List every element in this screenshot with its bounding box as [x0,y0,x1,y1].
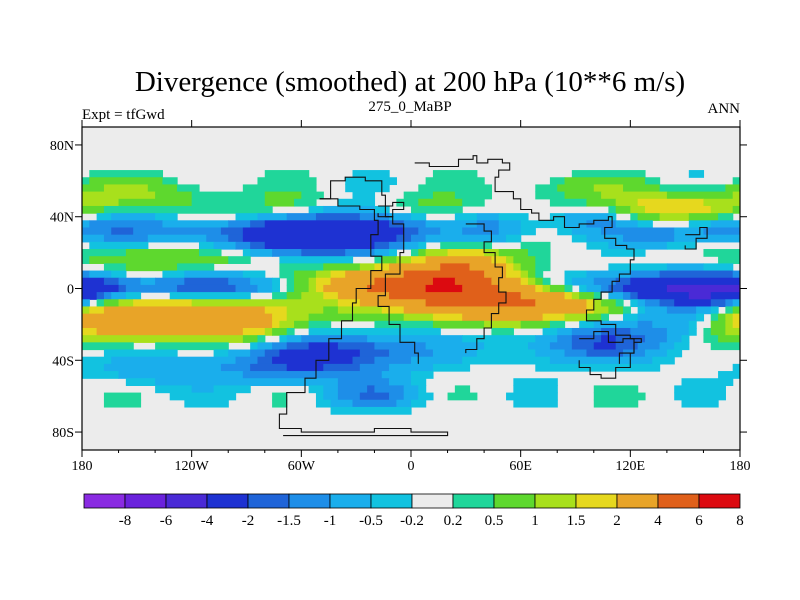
colorbar-label: 4 [654,513,662,529]
colorbar-label: -8 [119,513,132,529]
colorbar-swatch [698,493,741,509]
colorbar-label: 1 [531,513,539,529]
colorbar-swatch [411,493,454,509]
y-tick-label: 40S [52,354,74,369]
colorbar-swatch [247,493,290,509]
y-tick-label: 40N [50,211,74,226]
colorbar-label: 1.5 [567,513,586,529]
x-tick-label: 180 [72,459,93,474]
colorbar-label: 0.2 [444,513,463,529]
experiment-label: Expt = tfGwd [82,107,165,123]
y-tick-label: 0 [67,283,74,298]
colorbar-swatch [83,493,126,509]
x-tick-label: 180 [730,459,751,474]
y-tick-label: 80S [52,426,74,441]
colorbar-label: 8 [736,513,744,529]
colorbar-swatch [165,493,208,509]
colorbar-label: -6 [160,513,173,529]
x-tick-label: 0 [408,459,415,474]
colorbar-swatch [575,493,618,509]
y-tick-label: 80N [50,139,74,154]
colorbar-swatch [288,493,331,509]
period-label: 275_0_MaBP [368,99,451,115]
colorbar-swatch [370,493,413,509]
colorbar-swatch [534,493,577,509]
colorbar-swatch [452,493,495,509]
x-tick-label: 120E [616,459,646,474]
colorbar-label: -2 [242,513,255,529]
divergence-field [82,170,740,415]
colorbar-swatch [124,493,167,509]
x-tick-label: 120W [175,459,210,474]
colorbar-label: -4 [201,513,214,529]
colorbar-label: -1.5 [277,513,301,529]
colorbar-swatch [329,493,372,509]
colorbar-label: -1 [324,513,337,529]
colorbar-swatch [206,493,249,509]
colorbar-label: 6 [695,513,703,529]
x-axis: 180 120W 60W 0 60E 120E 180 [72,120,751,474]
colorbar-label: -0.2 [400,513,424,529]
x-tick-label: 60W [288,459,316,474]
colorbar-swatch [616,493,659,509]
y-axis: 80N 40N 0 40S 80S [50,139,747,441]
chart-title: Divergence (smoothed) at 200 hPa (10**6 … [135,66,685,98]
colorbar-label: 0.5 [485,513,504,529]
continent-outline [278,155,708,437]
x-tick-label: 60E [509,459,532,474]
colorbar-swatch [493,493,536,509]
colorbar: -8 -6 -4 -2 -1.5 -1 -0.5 -0.2 0.2 0.5 1 1.5 2 4 6 8 [83,493,744,529]
colorbar-swatch [657,493,700,509]
colorbar-label: 2 [613,513,621,529]
season-label: ANN [708,101,741,117]
colorbar-label: -0.5 [359,513,383,529]
